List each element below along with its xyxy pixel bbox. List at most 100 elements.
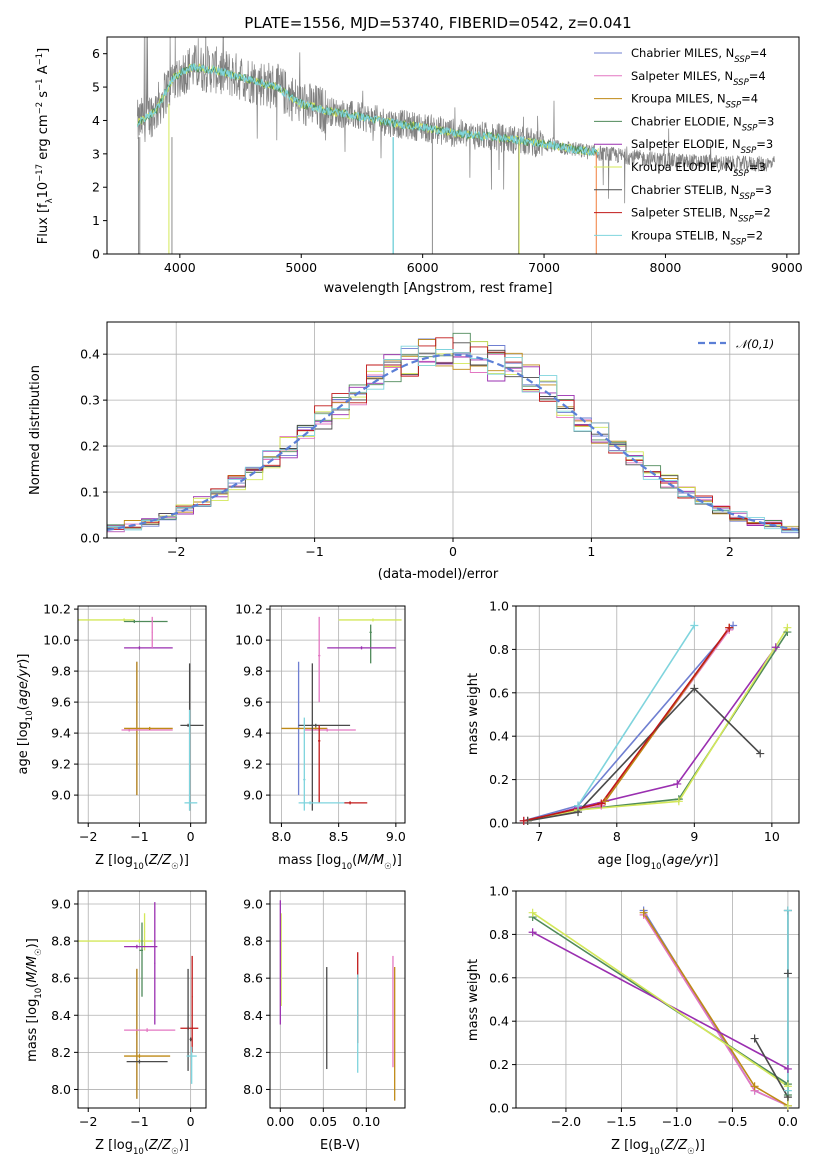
y-tick-label: 8.0 bbox=[243, 1082, 263, 1097]
y-axis-label: mass [log10(M/M☉)] bbox=[25, 938, 44, 1062]
weight-line-salpeter-miles bbox=[523, 629, 730, 822]
y-tick-label: 0.2 bbox=[489, 1057, 509, 1072]
weight-marker bbox=[725, 623, 734, 632]
weight-marker bbox=[519, 816, 528, 825]
weight-marker bbox=[750, 1034, 759, 1043]
x-tick-label: 2 bbox=[726, 544, 734, 559]
x-axis-label: Z [log10(Z/Z☉)] bbox=[95, 853, 189, 872]
weight-marker bbox=[783, 1101, 792, 1110]
x-axis-label: Z [log10(Z/Z☉)] bbox=[95, 1138, 189, 1157]
y-tick-label: 0.8 bbox=[489, 642, 509, 657]
weight-marker bbox=[574, 801, 583, 810]
weight-marker bbox=[528, 928, 537, 937]
y-tick-label: 9.0 bbox=[51, 788, 71, 803]
x-tick-label: 9 bbox=[690, 829, 698, 844]
weight-marker bbox=[783, 906, 792, 915]
normal-distribution-curve bbox=[107, 353, 799, 531]
weight-marker bbox=[673, 779, 682, 788]
y-tick-label: 0.0 bbox=[489, 816, 509, 831]
x-axis-label: wavelength [Angstrom, rest frame] bbox=[324, 281, 553, 296]
weight-line-kroupa-miles bbox=[527, 627, 730, 822]
weight-marker bbox=[750, 1082, 759, 1091]
axes-frame bbox=[515, 890, 800, 1109]
axes-mass_weight_vs_z: −2.0 −1.5 −1.0 −0.5 0.0 0.0 0.2 0.4 0.6 0.8 1.0 bbox=[489, 884, 800, 1129]
axes-mass_weight_vs_age: 7 8 9 10 0.0 0.2 0.4 0.6 0.8 1.0 bbox=[489, 599, 800, 844]
x-tick-label: 8.0 bbox=[271, 829, 291, 844]
y-tick-label: 9.2 bbox=[243, 757, 263, 772]
x-tick-label: 6000 bbox=[407, 260, 439, 275]
x-tick-label: −0.5 bbox=[717, 1114, 747, 1129]
x-tick-label: −1 bbox=[130, 1114, 148, 1129]
x-tick-label: 7000 bbox=[528, 260, 560, 275]
x-tick-label: 0 bbox=[187, 1114, 195, 1129]
legend-label: Salpeter MILES, NSSP=4 bbox=[631, 69, 766, 88]
y-tick-label: 8.2 bbox=[243, 1045, 263, 1060]
y-tick-label: 9.6 bbox=[51, 695, 71, 710]
y-tick-label: 9.4 bbox=[243, 726, 263, 741]
legend-label: Kroupa MILES, NSSP=4 bbox=[631, 92, 758, 111]
y-axis-label: age [log10(age/yr)] bbox=[16, 654, 35, 775]
weight-marker bbox=[597, 799, 606, 808]
y-tick-label: 4 bbox=[92, 113, 100, 128]
axes-frame bbox=[269, 890, 406, 1109]
plot-area-mass_weight_vs_z bbox=[532, 910, 789, 1107]
axes-frame bbox=[106, 36, 800, 255]
axes-frame bbox=[106, 321, 800, 539]
x-tick-label: −1.5 bbox=[606, 1114, 636, 1129]
x-tick-label: −1 bbox=[305, 544, 323, 559]
y-tick-label: 0.8 bbox=[489, 927, 509, 942]
x-tick-label: 4000 bbox=[164, 260, 196, 275]
y-tick-label: 0 bbox=[92, 247, 100, 262]
axes-frame bbox=[77, 605, 207, 824]
x-tick-label: −2.0 bbox=[551, 1114, 581, 1129]
legend-label: 𝒩(0,1) bbox=[736, 337, 774, 351]
legend-label: Chabrier MILES, NSSP=4 bbox=[631, 46, 767, 65]
y-tick-label: 8.6 bbox=[51, 971, 71, 986]
y-tick-label: 10.0 bbox=[235, 633, 263, 648]
plot-area-mass_vs_z bbox=[78, 902, 199, 1099]
weight-marker bbox=[783, 969, 792, 978]
axes-residuals: −2 −1 0 1 2 0.0 0.1 0.2 0.3 0.4 bbox=[80, 321, 800, 559]
y-tick-label: 8.4 bbox=[51, 1008, 71, 1023]
weight-line-chabrier-miles bbox=[642, 910, 789, 1107]
y-tick-label: 10.2 bbox=[235, 602, 263, 617]
weight-line-kroupa-elodie bbox=[527, 627, 789, 822]
plot-area-mass_vs_ebv bbox=[279, 900, 396, 1101]
weight-line-chabrier-elodie bbox=[532, 916, 789, 1095]
y-tick-label: 9.2 bbox=[51, 757, 71, 772]
y-tick-label: 9.0 bbox=[51, 896, 71, 911]
x-tick-label: 9.0 bbox=[386, 829, 406, 844]
x-tick-label: −2 bbox=[79, 829, 97, 844]
x-tick-label: 1 bbox=[587, 544, 595, 559]
weight-line-salpeter-elodie bbox=[532, 931, 789, 1070]
y-axis-label: Flux [fλ10−17 erg cm−2 s−1 A−1] bbox=[35, 48, 55, 244]
weight-marker bbox=[690, 621, 699, 630]
x-tick-label: 8000 bbox=[650, 260, 682, 275]
y-tick-label: 9.6 bbox=[243, 695, 263, 710]
legend-label: Kroupa ELODIE, NSSP=3 bbox=[631, 160, 766, 179]
weight-line-kroupa-stelib bbox=[577, 625, 695, 807]
y-tick-label: 0.1 bbox=[80, 485, 100, 500]
y-tick-label: 8.0 bbox=[51, 1082, 71, 1097]
figure-title: PLATE=1556, MJD=53740, FIBERID=0542, z=0… bbox=[244, 14, 631, 32]
x-tick-label: −1.0 bbox=[662, 1114, 692, 1129]
legend-label: Chabrier STELIB, NSSP=3 bbox=[631, 183, 772, 202]
axes-frame bbox=[515, 605, 800, 824]
histogram-kroupa-stelib bbox=[107, 345, 799, 532]
y-tick-label: 0.3 bbox=[80, 393, 100, 408]
x-tick-label: 0.05 bbox=[309, 1114, 337, 1129]
y-tick-label: 0.2 bbox=[80, 439, 100, 454]
x-tick-label: 9000 bbox=[771, 260, 803, 275]
weight-marker bbox=[674, 797, 683, 806]
y-tick-label: 8.8 bbox=[51, 934, 71, 949]
legend-label: Salpeter ELODIE, NSSP=3 bbox=[631, 137, 773, 156]
x-tick-label: −2 bbox=[79, 1114, 97, 1129]
plot-area-residuals bbox=[107, 332, 799, 534]
axes-age_vs_mass: 8.0 8.5 9.0 9.0 9.2 9.4 9.6 9.8 10.0 10.2 bbox=[235, 602, 406, 844]
y-tick-label: 6 bbox=[92, 46, 100, 61]
weight-marker bbox=[783, 1086, 792, 1095]
y-tick-label: 8.6 bbox=[243, 971, 263, 986]
weight-marker bbox=[639, 908, 648, 917]
y-tick-label: 8.2 bbox=[51, 1045, 71, 1060]
